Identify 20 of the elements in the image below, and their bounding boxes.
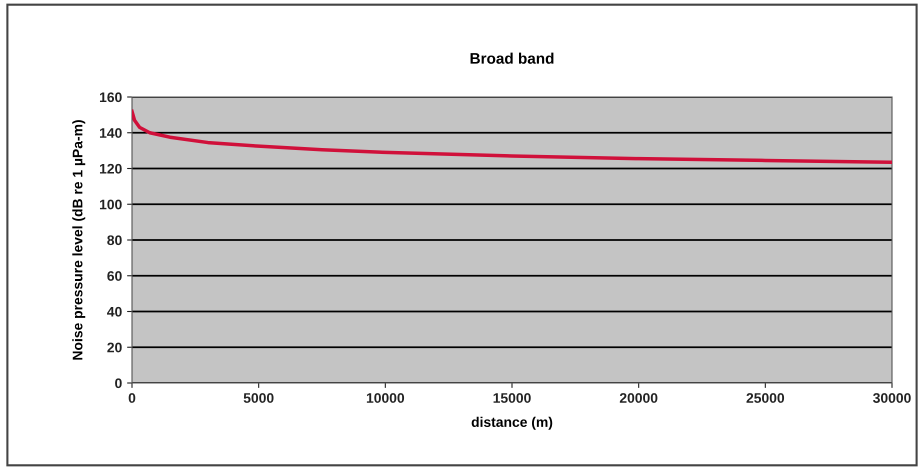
- y-tick-label: 80: [107, 235, 122, 246]
- line-series: [132, 110, 892, 164]
- x-tick-label: 20000: [620, 393, 658, 403]
- y-tick-label: 20: [107, 342, 122, 352]
- chart-title: Broad band: [470, 52, 554, 64]
- x-tick-label: 0: [128, 393, 136, 403]
- y-tick-label: 40: [107, 306, 122, 317]
- x-tick-label: 5000: [244, 393, 274, 403]
- y-tick-label: 160: [100, 92, 122, 102]
- x-tick-label: 10000: [366, 393, 404, 403]
- y-tick-label: 120: [100, 164, 122, 174]
- y-tick-label: 100: [100, 200, 122, 210]
- x-axis-title: distance (m): [472, 416, 552, 430]
- x-tick-label: 30000: [873, 393, 911, 403]
- y-tick-label: 140: [100, 128, 122, 138]
- y-tick-label: 60: [107, 271, 122, 281]
- y-axis-title: Noise pressure level (dB re 1 µPa-m): [72, 120, 86, 360]
- x-tick-label: 15000: [494, 393, 531, 403]
- x-tick-label: 25000: [746, 393, 784, 403]
- y-tick-label: 0: [115, 378, 122, 388]
